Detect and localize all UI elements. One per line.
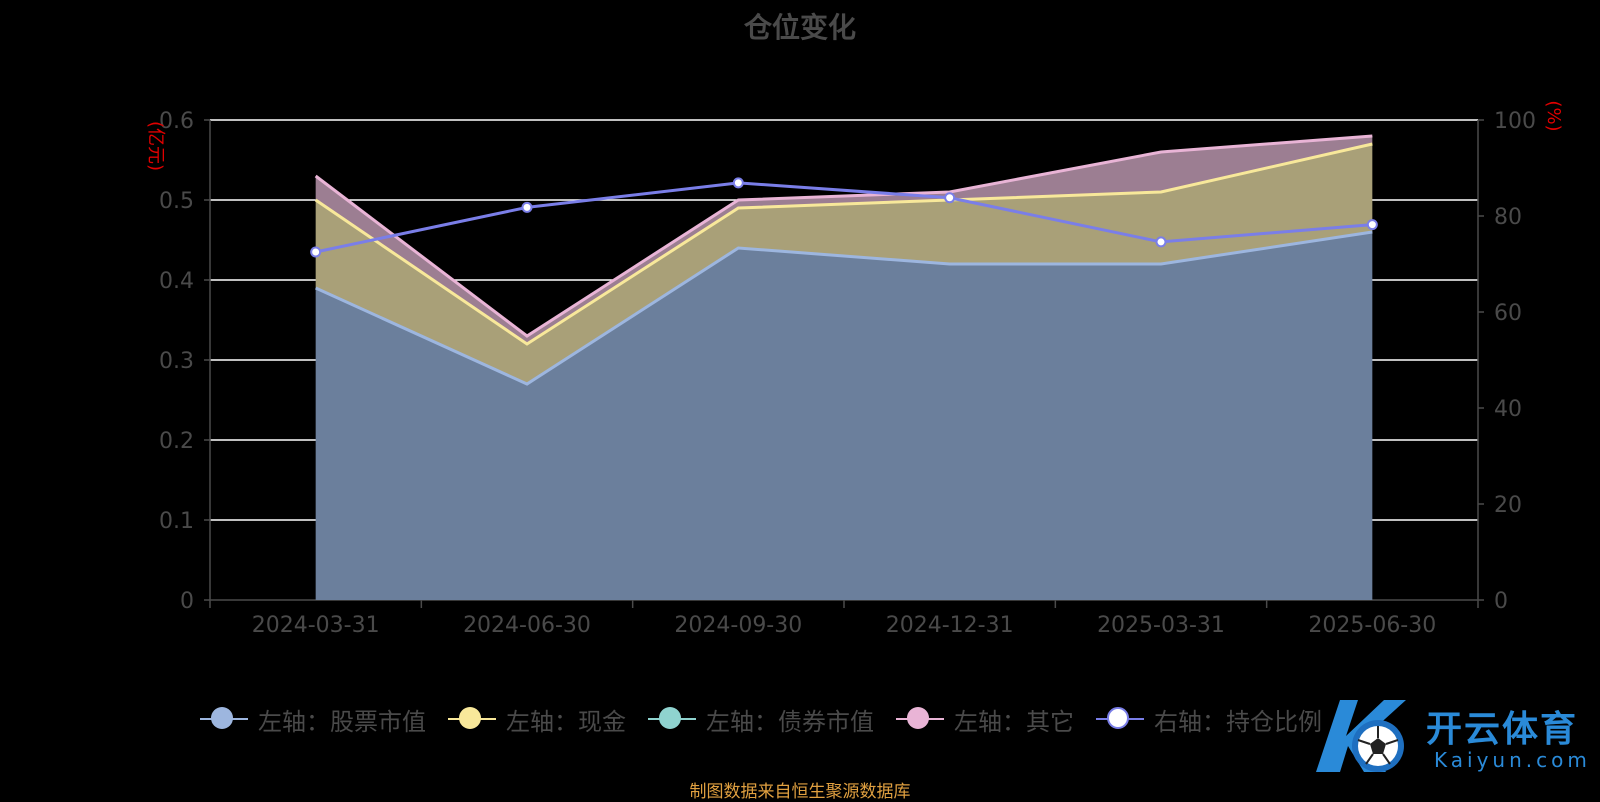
x-tick-label: 2024-09-30	[674, 613, 802, 638]
legend-item-other[interactable]: 左轴：其它	[896, 702, 1074, 737]
chart-legend: 左轴：股票市值 左轴：现金 左轴：债券市值 左轴：其它 右轴：持仓比例	[200, 702, 1344, 736]
left-axis-unit: (亿元)	[145, 121, 166, 171]
legend-item-ratio[interactable]: 右轴：持仓比例	[1096, 702, 1322, 737]
left-tick-label: 0.1	[159, 509, 194, 534]
chart-canvas: 0 0.1 0.2 0.3 0.4 0.5 0.6 0 20 40 60 80 100 2024-03-3…	[145, 100, 1564, 638]
area-line-1	[314, 142, 1373, 346]
ratio-point	[1366, 219, 1378, 231]
area-line-3	[314, 134, 1373, 338]
ratio-point	[1155, 236, 1167, 248]
x-tick-label: 2025-06-30	[1308, 613, 1436, 638]
right-tick-label: 80	[1494, 205, 1522, 230]
right-tick-label: 100	[1494, 109, 1536, 134]
area-1	[315, 144, 1373, 384]
right-tick-label: 40	[1494, 397, 1522, 422]
legend-marker-ratio	[1096, 706, 1144, 732]
data-source-footer: 制图数据来自恒生聚源数据库	[689, 782, 911, 802]
legend-marker-stock	[200, 706, 248, 732]
x-tick-label: 2025-03-31	[1097, 613, 1225, 638]
x-tick-label: 2024-06-30	[463, 613, 591, 638]
legend-marker-cash	[448, 706, 496, 732]
area-0	[315, 232, 1373, 600]
watermark-url: Kaiyun.com	[1434, 748, 1591, 772]
legend-item-bond[interactable]: 左轴：债券市值	[648, 702, 874, 737]
left-tick-label: 0	[180, 589, 194, 614]
ratio-point	[732, 177, 744, 189]
legend-marker-bond	[648, 706, 696, 732]
left-tick-label: 0.3	[159, 349, 194, 374]
legend-label-stock: 左轴：股票市值	[258, 707, 426, 736]
right-axis-unit: (%)	[1543, 100, 1564, 131]
watermark-logo: 开云体育 Kaiyun.com	[1306, 694, 1596, 784]
ratio-point	[310, 246, 322, 258]
chart-title: 仓位变化	[743, 11, 856, 44]
left-tick-label: 0.4	[159, 269, 194, 294]
right-tick-label: 0	[1494, 589, 1508, 614]
left-tick-label: 0.2	[159, 429, 194, 454]
legend-label-bond: 左轴：债券市值	[706, 707, 874, 736]
legend-marker-other	[896, 706, 944, 732]
legend-label-ratio: 右轴：持仓比例	[1154, 707, 1322, 736]
x-tick-label: 2024-03-31	[252, 613, 380, 638]
right-tick-label: 20	[1494, 493, 1522, 518]
legend-item-cash[interactable]: 左轴：现金	[448, 702, 626, 737]
left-tick-label: 0.6	[159, 109, 194, 134]
kaiyun-logo-icon	[1316, 700, 1406, 772]
watermark-name: 开云体育	[1426, 709, 1579, 750]
x-tick-label: 2024-12-31	[886, 613, 1014, 638]
legend-label-other: 左轴：其它	[954, 707, 1074, 736]
legend-label-cash: 左轴：现金	[506, 707, 626, 736]
legend-item-stock[interactable]: 左轴：股票市值	[200, 702, 426, 737]
area-3	[315, 136, 1373, 344]
right-tick-label: 60	[1494, 301, 1522, 326]
ratio-point	[521, 201, 533, 213]
area-line-0	[315, 230, 1373, 386]
ratio-line	[315, 181, 1373, 254]
left-tick-label: 0.5	[159, 189, 194, 214]
ratio-point	[944, 192, 956, 204]
